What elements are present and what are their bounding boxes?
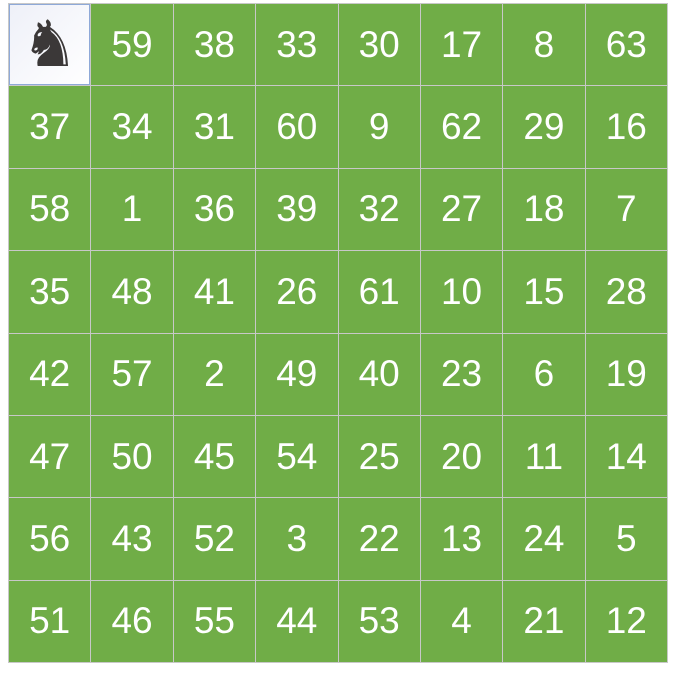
board-cell: 63 (585, 4, 667, 86)
board-cell: 26 (256, 251, 338, 333)
board-cell: 30 (338, 4, 420, 86)
board-cell: 33 (256, 4, 338, 86)
board-cell: 20 (420, 415, 503, 498)
board-cell: 49 (256, 333, 338, 415)
board-cell: 3 (256, 498, 338, 580)
board-cell: 60 (256, 86, 338, 168)
board-cell: 28 (585, 251, 667, 333)
board-cell: 42 (9, 333, 91, 415)
board-cell: 21 (503, 580, 585, 662)
board-cell: 57 (91, 333, 173, 415)
board-cell: 54 (256, 415, 338, 498)
board-cell: 36 (173, 168, 256, 251)
board-cell: 1 (91, 168, 173, 251)
board-cell: 7 (585, 168, 667, 251)
board-cell: 4 (420, 580, 503, 662)
board-cell: 12 (585, 580, 667, 662)
board-cell: 35 (9, 251, 91, 333)
board-cell: 17 (420, 4, 503, 86)
board-cell: 59 (91, 4, 173, 86)
board-cell: 6 (503, 333, 585, 415)
knight-icon: ♞ (21, 7, 79, 82)
board-cell: 9 (338, 86, 420, 168)
board-cell: 34 (91, 86, 173, 168)
board-cell: 22 (338, 498, 420, 580)
board-cell: 37 (9, 86, 91, 168)
board-cell: 56 (9, 498, 91, 580)
board-cell: 19 (585, 333, 667, 415)
board-cell: 38 (173, 4, 256, 86)
board-cell: 48 (91, 251, 173, 333)
board-cell: 53 (338, 580, 420, 662)
board-cell: 13 (420, 498, 503, 580)
board-cell: 2 (173, 333, 256, 415)
board-cell: 62 (420, 86, 503, 168)
board-cell: 27 (420, 168, 503, 251)
board-cell: 55 (173, 580, 256, 662)
board-cell: 44 (256, 580, 338, 662)
board-cell: 31 (173, 86, 256, 168)
board-cell: 8 (503, 4, 585, 86)
board-cell: 45 (173, 415, 256, 498)
board-cell: 18 (503, 168, 585, 251)
board-cell: 5 (585, 498, 667, 580)
board-cell: 61 (338, 251, 420, 333)
board-cell: 29 (503, 86, 585, 168)
board-cell: 23 (420, 333, 503, 415)
board-cell: 46 (91, 580, 173, 662)
board-cell: 14 (585, 415, 667, 498)
board-cell: 39 (256, 168, 338, 251)
board-cell: 58 (9, 168, 91, 251)
board-cell: 10 (420, 251, 503, 333)
board-cell: 52 (173, 498, 256, 580)
board-cell: 51 (9, 580, 91, 662)
knights-tour-board: ♞ 59 38 33 30 17 8 63 37 34 31 60 9 62 29 16 58 1 36 39 32 27… (8, 3, 668, 663)
board-cell: 24 (503, 498, 585, 580)
board-cell: 11 (503, 415, 585, 498)
board-cell: 16 (585, 86, 667, 168)
knight-cell: ♞ (9, 4, 91, 86)
board-cell: 40 (338, 333, 420, 415)
board-cell: 41 (173, 251, 256, 333)
board-cell: 32 (338, 168, 420, 251)
board-cell: 50 (91, 415, 173, 498)
board-cell: 43 (91, 498, 173, 580)
board-cell: 25 (338, 415, 420, 498)
board-cell: 47 (9, 415, 91, 498)
board-cell: 15 (503, 251, 585, 333)
